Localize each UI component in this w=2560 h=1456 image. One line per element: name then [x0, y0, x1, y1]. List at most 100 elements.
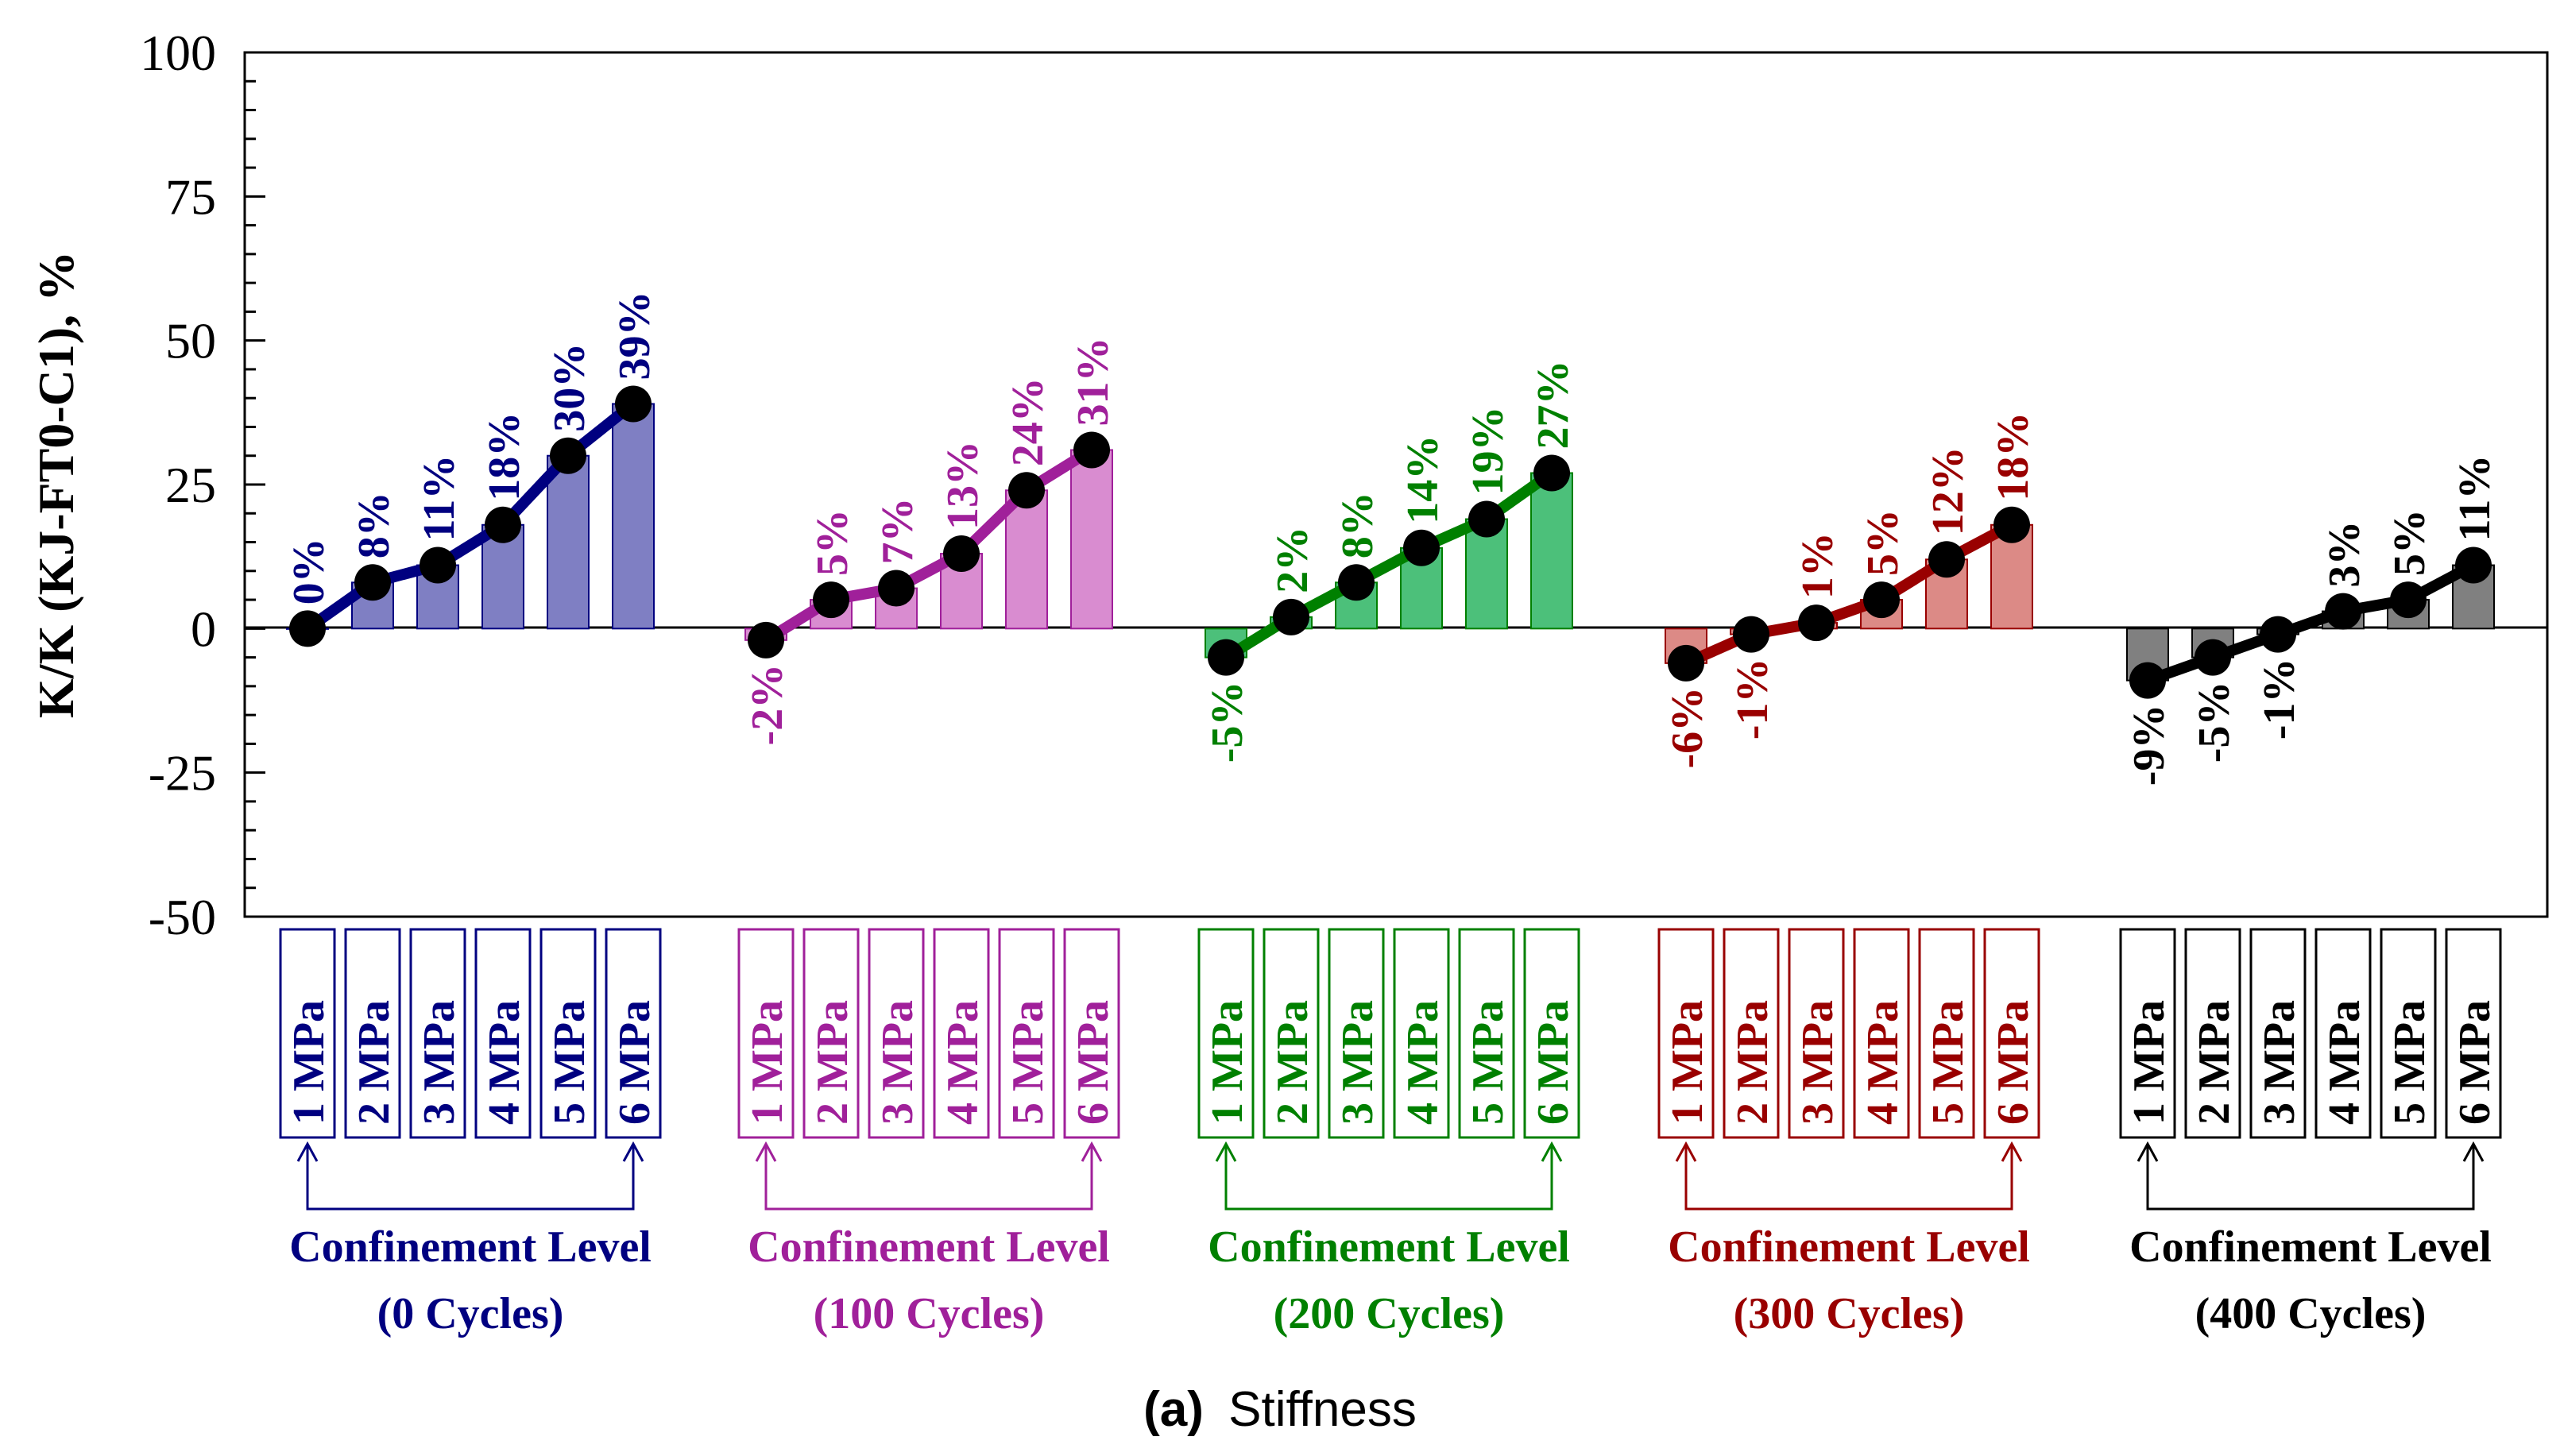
y-tick-label: 75 — [165, 168, 216, 225]
data-point — [1863, 581, 1900, 619]
category-box — [605, 928, 662, 1139]
value-label: -1% — [2255, 658, 2304, 740]
category-box — [2314, 928, 2372, 1139]
value-label: -6% — [1663, 687, 1712, 769]
group-bracket — [2146, 1144, 2475, 1211]
group-brackets — [296, 1141, 2485, 1211]
data-point — [354, 564, 391, 601]
category-box — [279, 928, 336, 1139]
group-bracket — [306, 1144, 635, 1211]
data-point — [2260, 616, 2296, 653]
bracket-arrowhead — [755, 1141, 777, 1162]
value-label: 12% — [1924, 446, 1973, 535]
category-box — [868, 928, 925, 1139]
category-label: 1 MPa — [743, 1000, 792, 1125]
data-point — [943, 535, 980, 573]
category-box — [1263, 928, 1320, 1139]
data-point — [615, 385, 652, 423]
y-tick-label: 50 — [165, 313, 216, 369]
category-box — [998, 928, 1055, 1139]
data-point — [1073, 431, 1110, 469]
data-point — [813, 581, 849, 619]
bracket-arrowhead — [2137, 1141, 2159, 1162]
value-label: 5% — [1858, 509, 1908, 576]
group-label-line1: Confinement Level — [1668, 1222, 2030, 1272]
bar — [1005, 489, 1048, 630]
group-label-line2: (300 Cycles) — [1734, 1289, 1965, 1338]
bar — [612, 403, 655, 630]
category-label: 2 MPa — [2190, 1000, 2239, 1125]
group-bracket — [1224, 1144, 1553, 1211]
y-tick-label: -50 — [149, 889, 216, 945]
category-box — [1918, 928, 1975, 1139]
bracket-arrowhead — [1215, 1141, 1237, 1162]
group-label-line1: Confinement Level — [748, 1222, 1110, 1272]
value-label: 24% — [1004, 377, 1053, 466]
data-point — [2195, 639, 2231, 676]
value-label: 19% — [1464, 407, 1513, 496]
category-box — [802, 928, 860, 1139]
data-point — [1468, 500, 1505, 538]
value-label: -5% — [2190, 682, 2239, 763]
category-box — [1063, 928, 1120, 1139]
y-tick-label: 25 — [165, 457, 216, 513]
category-label: 3 MPa — [415, 1000, 464, 1125]
category-label: 4 MPa — [1398, 1000, 1448, 1125]
y-axis-label: K/K (KJ-FT0-C1), % — [28, 251, 84, 718]
value-label: -9% — [2125, 705, 2174, 786]
category-boxes: 1 MPa 2 MPa 3 MPa 4 MPa 5 MPa 6 MPa 1 MPa 2 MPa… — [279, 928, 2502, 1139]
group-bracket — [1684, 1144, 2013, 1211]
category-box — [539, 928, 597, 1139]
value-label: 2% — [1268, 527, 1317, 593]
category-box — [1328, 928, 1385, 1139]
category-box — [933, 928, 990, 1139]
category-box — [2184, 928, 2241, 1139]
category-box — [1788, 928, 1845, 1139]
category-label: 3 MPa — [1793, 1000, 1843, 1125]
data-point — [878, 570, 915, 607]
category-box — [409, 928, 466, 1139]
value-label: 18% — [1989, 412, 2038, 501]
y-tick-label: 100 — [140, 25, 216, 81]
data-point — [1338, 564, 1375, 601]
bracket-arrowhead — [2001, 1141, 2023, 1162]
category-label: 5 MPa — [1464, 1000, 1513, 1125]
category-box — [344, 928, 401, 1139]
category-label: 6 MPa — [610, 1000, 659, 1125]
category-box — [1983, 928, 2040, 1139]
data-point — [550, 437, 586, 474]
value-label: 30% — [545, 343, 594, 432]
value-label: 39% — [610, 291, 659, 380]
bracket-arrowhead — [296, 1141, 319, 1162]
group-label-line2: (100 Cycles) — [814, 1289, 1045, 1338]
group-bracket — [764, 1144, 1093, 1211]
value-label: 13% — [938, 441, 988, 530]
value-label: 5% — [808, 509, 857, 576]
y-axis-ticks: -50 -25 0 25 50 75 100 — [140, 25, 265, 945]
value-label: 8% — [350, 492, 399, 558]
category-label: 3 MPa — [2255, 1000, 2304, 1125]
category-box — [2249, 928, 2307, 1139]
category-box — [474, 928, 532, 1139]
y-tick-label: 0 — [191, 601, 216, 657]
bracket-arrowhead — [622, 1141, 644, 1162]
category-label: 5 MPa — [1924, 1000, 1973, 1125]
data-point — [1668, 644, 1704, 682]
y-tick-label: -25 — [149, 745, 216, 801]
category-box — [1657, 928, 1715, 1139]
category-label: 4 MPa — [2320, 1000, 2369, 1125]
group-label-line2: (200 Cycles) — [1274, 1289, 1505, 1338]
category-label: 5 MPa — [2385, 1000, 2434, 1125]
value-label: -1% — [1728, 658, 1777, 740]
category-label: 2 MPa — [808, 1000, 857, 1125]
group-label-line1: Confinement Level — [1208, 1222, 1570, 1272]
category-label: 3 MPa — [873, 1000, 922, 1125]
category-box — [1723, 928, 1780, 1139]
data-point — [1993, 506, 2030, 543]
value-label: -2% — [743, 664, 792, 746]
value-label: 0% — [284, 538, 334, 604]
value-label: 8% — [1333, 492, 1382, 558]
caption-text: Stiffness — [1228, 1382, 1417, 1437]
data-point — [1403, 529, 1440, 566]
